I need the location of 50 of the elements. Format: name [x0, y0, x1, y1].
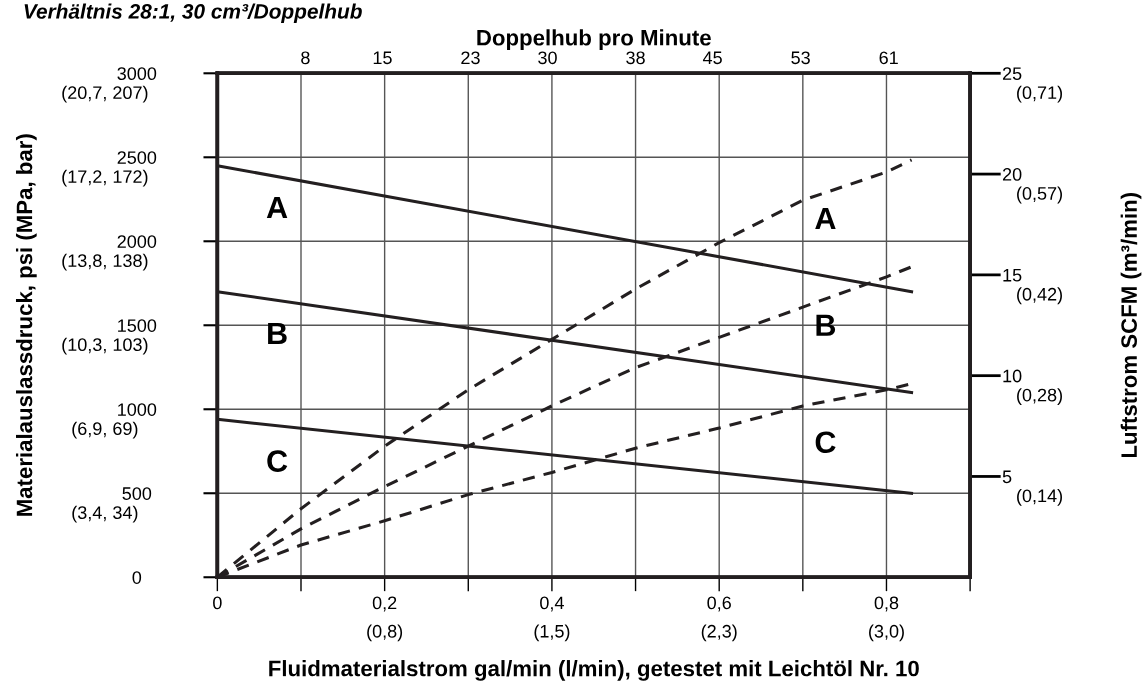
x2-tick-label: 61: [879, 51, 898, 65]
x-tick-label: 0: [213, 596, 222, 610]
annotation: C: [815, 431, 836, 454]
y-tick-label: 1500: [118, 319, 157, 332]
x2-tick-label: 15: [373, 51, 392, 65]
y-tick-label: 2000: [117, 235, 157, 248]
x-tick-label: 0,4: [540, 596, 564, 612]
annotation: C: [267, 450, 288, 472]
annotation: B: [268, 323, 287, 345]
text: (0,71): [1017, 85, 1062, 103]
y-tick-label: 0: [132, 571, 142, 584]
text: (0,28): [1017, 388, 1062, 405]
x-tick-label: 0,8: [874, 596, 899, 612]
text: (10,3, 103): [62, 337, 148, 355]
y-axis-title: Materialauslassdruck, psi (MPa, bar): [15, 134, 37, 516]
text: (0,14): [1017, 488, 1062, 506]
chart-title: Verhältnis 28:1, 30 cm³/Doppelhub: [24, 3, 362, 23]
text: (13,8, 138): [62, 253, 148, 271]
annotation: A: [266, 197, 288, 219]
text: (20,7, 207): [62, 85, 148, 103]
y-tick-label: 1000: [118, 403, 157, 416]
y2-tick-label: 5: [1002, 470, 1012, 484]
x-tick-label: 0,6: [707, 596, 731, 612]
text: (3,4, 34): [72, 505, 138, 523]
y2-tick-label: 20: [1002, 168, 1022, 181]
text: (17,2, 172): [62, 169, 148, 187]
text: (1,5): [534, 624, 570, 642]
y2-axis-title: Luftstrom SCFM (m³/min): [1120, 193, 1142, 458]
y2-tick-label: 10: [1003, 369, 1022, 383]
text: (2,3): [701, 624, 737, 642]
x-tick-label: 0,2: [372, 596, 397, 612]
x2-tick-label: 38: [626, 51, 645, 65]
y-tick-label: 3000: [117, 67, 157, 81]
text: (3,0): [869, 624, 904, 642]
x-axis-title: Fluidmaterialstrom gal/min (l/min), getestet mit Leichtöl Nr. 10: [269, 660, 919, 681]
x2-tick-label: 23: [461, 51, 480, 65]
y2-tick-label: 25: [1002, 67, 1022, 81]
text: (0,8): [367, 624, 403, 642]
y-tick-label: 500: [122, 487, 152, 500]
x2-tick-label: 30: [538, 51, 557, 65]
y2-tick-label: 15: [1003, 268, 1022, 282]
x2-tick-label: 45: [702, 51, 722, 65]
x2-axis-title: Doppelhub pro Minute: [477, 29, 711, 50]
text: (6,9, 69): [72, 421, 138, 439]
text: (0,57): [1017, 186, 1062, 204]
x2-tick-label: 53: [791, 51, 810, 65]
x2-tick-label: 8: [301, 51, 310, 65]
text: (0,42): [1017, 287, 1062, 305]
annotation: A: [815, 207, 836, 229]
y-tick-label: 2500: [117, 151, 157, 164]
